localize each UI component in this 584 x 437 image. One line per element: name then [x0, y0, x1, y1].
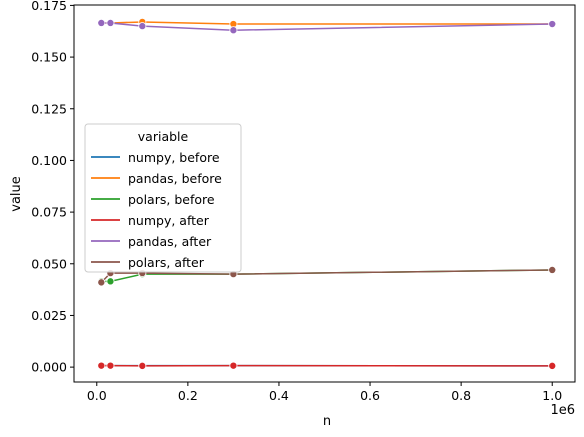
y-tick-label: 0.075 [31, 205, 67, 220]
plot-frame [73, 4, 576, 383]
x-tick-label: 0.2 [178, 388, 198, 403]
legend: variable numpy, before pandas, before pola… [84, 123, 242, 273]
y-tick-label: 0.025 [31, 308, 67, 323]
x-tick-label: 0.4 [269, 388, 289, 403]
x-axis-ticks: 0.0 0.2 0.4 0.6 0.8 1.0 [87, 382, 562, 403]
x-axis-offset-label: 1e6 [550, 403, 575, 418]
data-point [229, 361, 238, 370]
data-point [106, 361, 115, 370]
x-tick-label: 0.6 [360, 388, 380, 403]
legend-entry-label: pandas, after [128, 234, 212, 249]
legend-entry-label: numpy, before [128, 150, 220, 165]
data-point [97, 361, 106, 370]
legend-title: variable [138, 129, 189, 144]
y-tick-label: 0.125 [31, 101, 67, 116]
y-tick-label: 0.175 [31, 0, 67, 13]
y-tick-label: 0.000 [31, 360, 67, 375]
legend-entry-label: pandas, before [128, 171, 222, 186]
x-axis-label: n [323, 414, 331, 429]
y-axis-label: value [9, 176, 24, 212]
data-point [106, 277, 115, 286]
series-line [101, 21, 553, 25]
data-point [138, 361, 147, 370]
y-tick-label: 0.150 [31, 50, 67, 65]
y-tick-label: 0.050 [31, 256, 67, 271]
legend-entry-label: polars, before [128, 192, 215, 207]
data-point [106, 18, 115, 27]
data-point [97, 278, 106, 287]
legend-entry-label: numpy, after [128, 213, 210, 228]
data-point [97, 18, 106, 27]
data-point [548, 20, 557, 29]
data-point [138, 22, 147, 31]
legend-entry-label: polars, after [128, 255, 205, 270]
legend-box [84, 123, 242, 273]
data-point [548, 361, 557, 370]
y-axis-ticks: 0.000 0.025 0.050 0.075 0.100 0.125 0.150 0.175 [31, 0, 74, 375]
y-tick-label: 0.100 [31, 153, 67, 168]
data-point [548, 265, 557, 274]
x-tick-label: 0.0 [87, 388, 107, 403]
x-tick-label: 1.0 [542, 388, 562, 403]
data-point [229, 26, 238, 35]
plot-marks [97, 17, 557, 370]
x-tick-label: 0.8 [451, 388, 471, 403]
